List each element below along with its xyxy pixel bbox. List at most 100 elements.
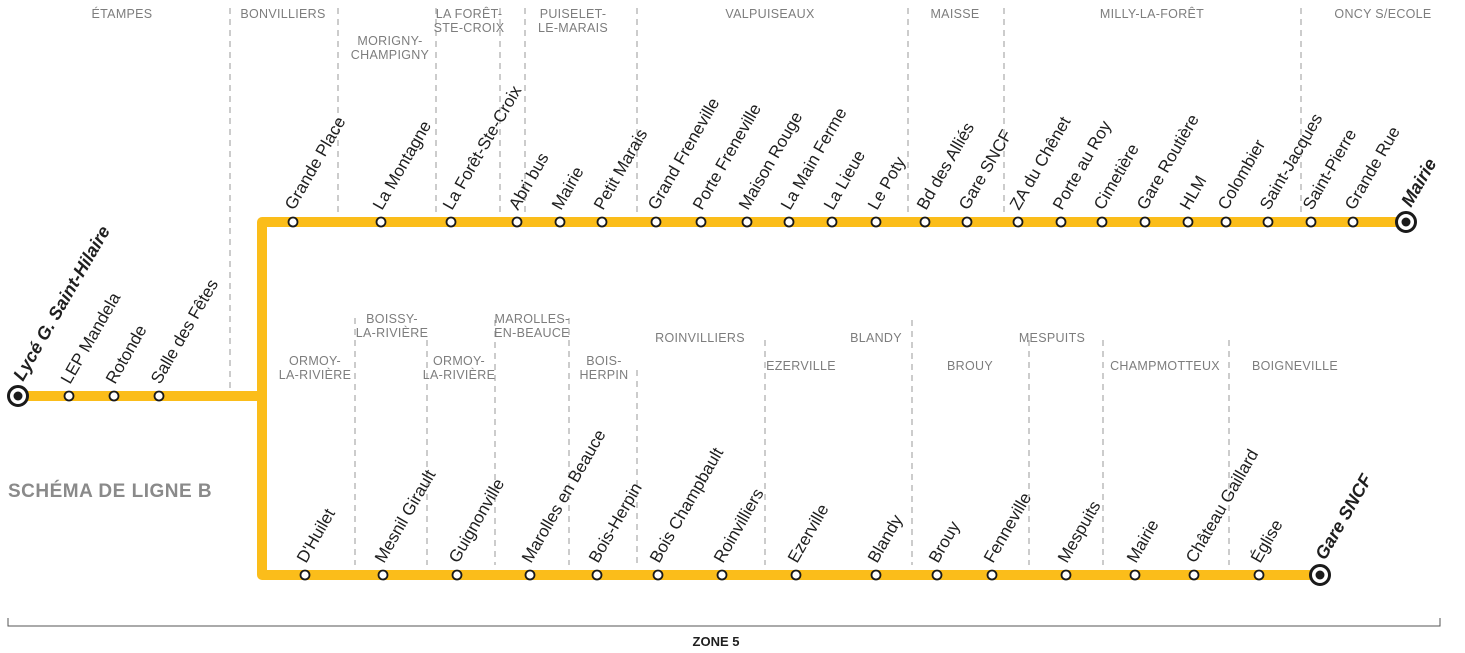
lower-stop-marker (652, 569, 664, 581)
upper-stop-marker (1182, 216, 1194, 228)
upper-commune-label: ONCY S/ECOLE (1334, 7, 1431, 21)
upper-commune-label: MILLY-LA-FORÊT (1100, 6, 1204, 21)
lower-commune-label: BOIGNEVILLE (1252, 359, 1338, 373)
upper-commune-label: BONVILLIERS (240, 7, 325, 21)
upper-stop-marker (287, 216, 299, 228)
lower-commune-label: BOIS-HERPIN (579, 354, 628, 382)
lower-stop-label: Château Gaillard (1182, 446, 1262, 566)
lower-stop-label: Mespuits (1054, 498, 1104, 566)
lower-stop-marker (299, 569, 311, 581)
lower-stop-label: Mairie (1123, 516, 1163, 566)
lower-stop-marker (931, 569, 943, 581)
upper-stop-label: Grande Place (281, 113, 349, 213)
start-terminus-label: Lycé G. Saint-Hilaire (9, 222, 114, 384)
upper-stop-marker (596, 216, 608, 228)
lower-commune-label: ORMOY-LA-RIVIÈRE (279, 354, 351, 382)
lower-stop-marker (1188, 569, 1200, 581)
lower-commune-label: MAROLLES-EN-BEAUCE (494, 312, 570, 340)
lower-stop-label: Roinvilliers (710, 485, 768, 566)
lower-stop-label: Fenneville (980, 489, 1035, 566)
lower-stop-label: Bois-Herpin (585, 480, 646, 566)
lower-stop-marker (377, 569, 389, 581)
line-title: SCHÉMA DE LIGNE B (8, 480, 212, 502)
upper-stop-marker (783, 216, 795, 228)
lower-stop-label: Guignonville (445, 475, 508, 566)
start-terminus-dot (13, 391, 23, 401)
lower-commune-label: MESPUITS (1019, 331, 1085, 345)
upper-commune-label: PUISELET-LE-MARAIS (538, 7, 608, 35)
upper-stop-marker (826, 216, 838, 228)
upper-commune-label: LA FORÊT-STE-CROIX (434, 6, 505, 35)
upper-stop-label: HLM (1176, 172, 1210, 213)
upper-commune-label: ÉTAMPES (92, 6, 153, 21)
upper-stop-marker (445, 216, 457, 228)
lower-stop-marker (870, 569, 882, 581)
upper-stop-marker (1262, 216, 1274, 228)
lower-commune-label: BOISSY-LA-RIVIÈRE (356, 312, 428, 340)
upper-stop-marker (1055, 216, 1067, 228)
upper-stop-marker (1096, 216, 1108, 228)
upper-commune-label: VALPUISEAUX (725, 7, 815, 21)
commune-dividers (229, 8, 1302, 565)
upper-stop-marker (1139, 216, 1151, 228)
lower-terminus-label: Gare SNCF (1311, 470, 1376, 563)
upper-commune-label: MAISSE (930, 7, 979, 21)
upper-stop-marker (1347, 216, 1359, 228)
lower-commune-label: EZERVILLE (766, 359, 836, 373)
upper-stop-marker (1012, 216, 1024, 228)
stop-markers (7, 211, 1417, 586)
zone-label: ZONE 5 (693, 634, 740, 649)
lower-stop-label: D'Huilet (293, 505, 339, 566)
lower-commune-label: ROINVILLIERS (655, 331, 745, 345)
lower-stop-marker (986, 569, 998, 581)
upper-stop-marker (650, 216, 662, 228)
route-path (13, 217, 1411, 580)
upper-stop-marker (375, 216, 387, 228)
upper-stop-label: Petit Marais (590, 126, 651, 213)
upper-stop-marker (1220, 216, 1232, 228)
upper-terminus-label: Mairie (1397, 155, 1440, 210)
start-stop-label: Rotonde (102, 322, 151, 387)
lower-stop-marker (524, 569, 536, 581)
lower-commune-label: CHAMPMOTTEUX (1110, 359, 1220, 373)
route-line (13, 217, 1411, 580)
lower-stop-label: Mesnil Girault (371, 466, 440, 566)
lower-stop-label: Église (1247, 516, 1287, 566)
upper-terminus-dot (1401, 217, 1411, 227)
zone-bracket (7, 618, 1441, 627)
lower-stop-marker (451, 569, 463, 581)
lower-stop-marker (1253, 569, 1265, 581)
lower-terminus-dot (1315, 570, 1325, 580)
upper-stop-marker (741, 216, 753, 228)
lower-stop-label: Brouy (925, 518, 964, 566)
lower-commune-label: BROUY (947, 359, 993, 373)
upper-stop-marker (961, 216, 973, 228)
start-stop-marker (63, 390, 75, 402)
upper-stop-marker (511, 216, 523, 228)
lower-stop-label: Ezerville (784, 501, 833, 566)
lower-stop-marker (1060, 569, 1072, 581)
start-stop-marker (108, 390, 120, 402)
upper-stop-marker (695, 216, 707, 228)
lower-stop-marker (591, 569, 603, 581)
start-stop-label: Salle des Fêtes (147, 276, 222, 387)
lower-commune-label: ORMOY-LA-RIVIÈRE (423, 354, 495, 382)
upper-commune-label: MORIGNY-CHAMPIGNY (351, 34, 430, 62)
lower-stop-marker (1129, 569, 1141, 581)
lower-stop-marker (716, 569, 728, 581)
upper-stop-label: La Lieue (820, 147, 869, 213)
upper-stop-marker (919, 216, 931, 228)
upper-stop-label: Mairie (548, 163, 588, 213)
lower-stop-label: Blandy (864, 511, 907, 566)
upper-stop-label: Abri bus (505, 149, 553, 213)
lower-commune-label: BLANDY (850, 331, 902, 345)
upper-stop-marker (1305, 216, 1317, 228)
upper-stop-marker (870, 216, 882, 228)
upper-stop-label: Le Poty (864, 153, 910, 213)
upper-stop-marker (554, 216, 566, 228)
upper-stop-label: La Montagne (369, 118, 435, 213)
lower-stop-marker (790, 569, 802, 581)
